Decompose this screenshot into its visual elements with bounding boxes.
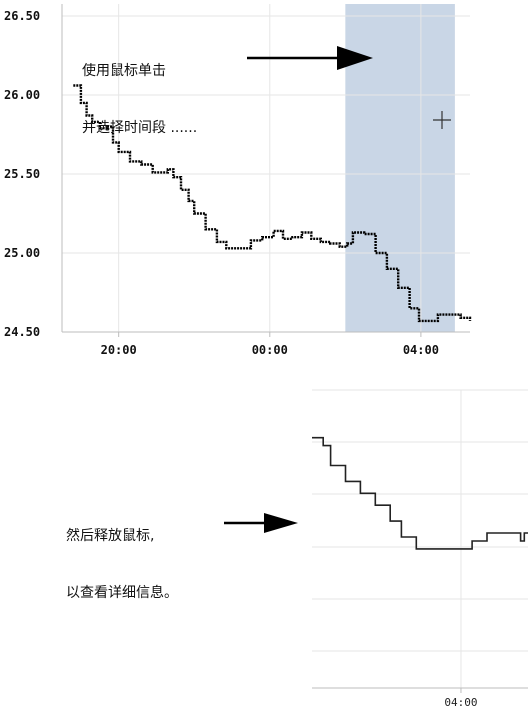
callout-line-2: 以查看详细信息。 [66,585,178,601]
y-tick-label: 26.00 [4,88,40,102]
y-tick-label: 24.50 [4,325,40,339]
callout-release-mouse: 然后释放鼠标, 以查看详细信息。 [66,489,178,622]
detail-chart-x-ticks: 04:00 [312,687,528,709]
callout-line-1: 然后释放鼠标, [66,528,155,544]
detail-chart-series [312,436,528,550]
top-chart-axes [61,4,470,333]
detail-chart-background [312,390,528,688]
y-tick-label: 25.50 [4,167,40,181]
crosshair-cursor-icon [433,111,451,129]
series-line [312,436,528,550]
detail-chart-grid [312,389,528,688]
series-line [73,84,472,323]
detail-chart[interactable]: 04:00 [224,389,528,709]
x-tick-label: 04:00 [403,343,439,357]
arrow-icon [247,46,373,70]
selection-band[interactable] [345,4,455,332]
top-chart-x-ticks: 20:00 00:00 04:00 [101,332,439,357]
callout-line-1: 使用鼠标单击 [82,63,166,79]
top-chart[interactable]: 26.50 26.00 25.50 25.00 24.50 20:00 00:00 04:0… [4,4,472,357]
y-tick-label: 26.50 [4,9,40,23]
top-chart-y-ticks: 26.50 26.00 25.50 25.00 24.50 [4,9,40,339]
callout-select-range: 使用鼠标单击 并选择时间段 ...... [82,24,197,157]
arrow-icon [224,513,298,533]
callout-line-2: 并选择时间段 ...... [82,120,198,136]
top-chart-grid [62,4,470,333]
x-tick-label: 00:00 [252,343,288,357]
top-chart-series [73,84,472,323]
y-tick-label: 25.00 [4,246,40,260]
x-tick-label: 04:00 [444,696,477,709]
x-tick-label: 20:00 [101,343,137,357]
